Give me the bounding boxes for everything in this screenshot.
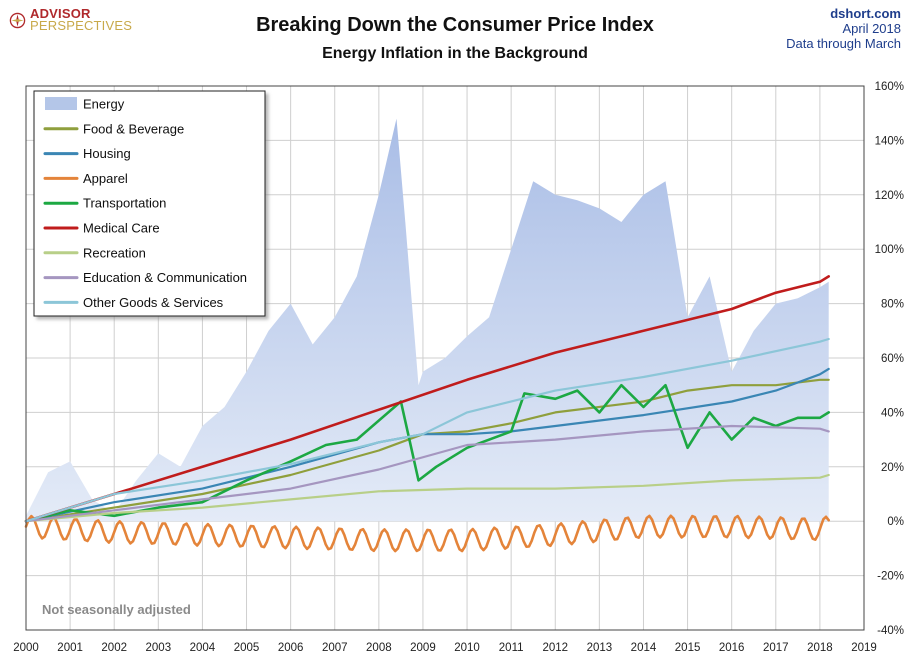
series-education-line <box>24 424 830 523</box>
legend-label-medical: Medical Care <box>83 221 160 236</box>
x-axis-ticks: 2000 2001 2002 2003 2004 2005 2006 2007 2008 2009… <box>13 642 877 654</box>
y-tick-label: 60% <box>881 353 904 365</box>
x-tick-label: 2012 <box>542 642 568 654</box>
x-tick-label: 2019 <box>851 642 877 654</box>
compass-icon <box>9 12 26 28</box>
energy-area-layer <box>26 118 829 522</box>
x-tick-label: 2011 <box>499 642 524 654</box>
series-transportation-line <box>24 383 830 523</box>
series-medical-line <box>24 275 830 523</box>
x-tick-label: 2001 <box>57 642 83 654</box>
x-tick-label: 2018 <box>807 642 833 654</box>
y-tick-label: 140% <box>875 135 904 147</box>
logo-line2: PERSPECTIVES <box>30 18 133 33</box>
chart-title: Breaking Down the Consumer Price Index <box>256 14 654 36</box>
source-site: dshort.com <box>830 6 901 21</box>
series-lines <box>24 275 830 553</box>
y-tick-label: 0% <box>887 516 904 528</box>
x-tick-label: 2014 <box>631 642 657 654</box>
series-energy-area <box>26 118 829 522</box>
legend-label-food: Food & Beverage <box>83 121 184 136</box>
legend-label-apparel: Apparel <box>83 171 128 186</box>
legend-swatch-energy <box>45 97 77 110</box>
legend-label-housing: Housing <box>83 146 131 161</box>
legend: Energy Food & Beverage Housing Apparel Trans… <box>33 90 266 317</box>
x-tick-label: 2004 <box>190 642 216 654</box>
x-tick-label: 2006 <box>278 642 304 654</box>
x-tick-label: 2000 <box>13 642 39 654</box>
y-tick-label: -40% <box>877 625 904 637</box>
x-tick-label: 2002 <box>101 642 127 654</box>
legend-label-energy: Energy <box>83 97 125 112</box>
legend-label-education: Education & Communication <box>83 270 247 285</box>
y-tick-label: 120% <box>875 190 904 202</box>
legend-label-other: Other Goods & Services <box>83 295 224 310</box>
source-info: dshort.com April 2018 Data through March <box>786 6 901 51</box>
x-tick-label: 2016 <box>719 642 745 654</box>
x-tick-label: 2017 <box>763 642 789 654</box>
x-tick-label: 2015 <box>675 642 701 654</box>
x-tick-label: 2009 <box>410 642 436 654</box>
legend-label-recreation: Recreation <box>83 245 146 260</box>
y-tick-label: 40% <box>881 407 904 419</box>
y-tick-label: 80% <box>881 299 904 311</box>
series-apparel-line <box>24 514 830 553</box>
y-tick-label: 20% <box>881 462 904 474</box>
advisor-perspectives-logo: ADVISOR PERSPECTIVES <box>9 6 133 33</box>
x-tick-label: 2007 <box>322 642 348 654</box>
legend-label-transportation: Transportation <box>83 196 166 211</box>
x-tick-label: 2005 <box>234 642 260 654</box>
y-tick-label: 160% <box>875 81 904 93</box>
chart-subtitle: Energy Inflation in the Background <box>322 45 588 62</box>
logo-line1: ADVISOR <box>30 6 91 21</box>
series-other-line <box>24 337 830 523</box>
y-tick-label: 100% <box>875 244 904 256</box>
x-tick-label: 2010 <box>454 642 480 654</box>
report-date: April 2018 <box>842 21 901 36</box>
y-axis-ticks: -40% -20% 0% 20% 40% 60% 80% 100% 120% 140% 160% <box>875 81 904 637</box>
x-tick-label: 2008 <box>366 642 392 654</box>
x-tick-label: 2013 <box>587 642 613 654</box>
data-through: Data through March <box>786 36 901 51</box>
series-recreation-line <box>24 473 830 523</box>
x-tick-label: 2003 <box>146 642 172 654</box>
not-seasonally-adjusted-note: Not seasonally adjusted <box>42 602 191 617</box>
series-housing-line <box>24 367 830 523</box>
y-tick-label: -20% <box>877 571 904 583</box>
plot-frame <box>25 85 865 631</box>
